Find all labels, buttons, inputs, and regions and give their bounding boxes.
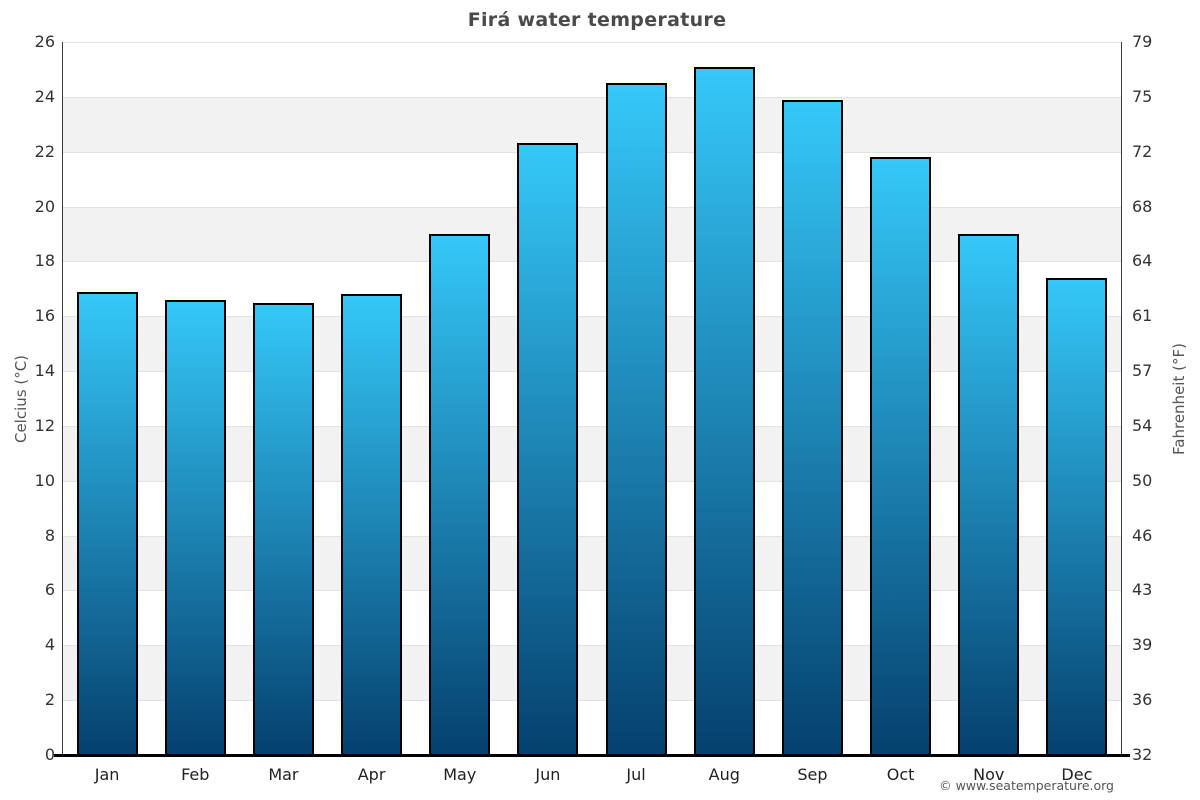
bar-jan — [76, 291, 138, 755]
x-tick-apr: Apr — [357, 765, 386, 784]
bar-may — [429, 233, 491, 755]
plot-band-24-26 — [63, 42, 1121, 97]
bar-oct — [870, 157, 932, 755]
y-tick-celsius-8: 8 — [44, 525, 55, 545]
gridline-20 — [63, 206, 1121, 208]
y-tick-celsius-20: 20 — [34, 196, 55, 216]
y-tick-fahrenheit-43: 43 — [1132, 580, 1153, 600]
plot-band-16-18 — [63, 261, 1121, 317]
y-tick-fahrenheit-39: 39 — [1132, 635, 1153, 655]
x-tick-nov: Nov — [973, 765, 1005, 784]
bar-jul — [605, 83, 667, 755]
y-tick-celsius-4: 4 — [44, 635, 55, 655]
y-tick-celsius-2: 2 — [44, 690, 55, 710]
gridline-6 — [63, 590, 1121, 592]
gridline-24 — [63, 96, 1121, 98]
plot-band-18-20 — [63, 206, 1121, 262]
y-tick-celsius-14: 14 — [34, 361, 55, 381]
x-tick-aug: Aug — [708, 765, 740, 784]
x-tick-jul: Jul — [626, 765, 646, 784]
gridline-14 — [63, 371, 1121, 373]
bar-apr — [341, 294, 403, 755]
plot-band-22-24 — [63, 96, 1121, 152]
chart-title: Firá water temperature — [467, 9, 727, 31]
x-tick-mar: Mar — [268, 765, 299, 784]
plot-band-8-10 — [63, 480, 1121, 536]
plot-band-20-22 — [63, 151, 1121, 207]
y-tick-celsius-12: 12 — [34, 415, 55, 435]
gridline-8 — [63, 535, 1121, 537]
plot-band-6-8 — [63, 535, 1121, 591]
gridline-10 — [63, 480, 1121, 482]
x-tick-sep: Sep — [797, 765, 828, 784]
plot-band-10-12 — [63, 425, 1121, 481]
y-tick-fahrenheit-57: 57 — [1132, 361, 1153, 381]
y-tick-celsius-22: 22 — [34, 141, 55, 161]
y-tick-fahrenheit-72: 72 — [1132, 141, 1153, 161]
plot-band-2-4 — [63, 645, 1121, 701]
y-tick-celsius-24: 24 — [34, 86, 55, 106]
x-tick-dec: Dec — [1061, 765, 1093, 784]
plot-band-14-16 — [63, 316, 1121, 372]
y-tick-fahrenheit-32: 32 — [1132, 745, 1153, 764]
x-tick-jan: Jan — [94, 765, 120, 784]
bar-jun — [517, 143, 579, 755]
y-tick-celsius-0: 0 — [44, 745, 55, 764]
y-tick-fahrenheit-68: 68 — [1132, 196, 1153, 216]
y-tick-fahrenheit-54: 54 — [1132, 415, 1153, 435]
y-tick-fahrenheit-50: 50 — [1132, 470, 1153, 490]
bar-aug — [693, 66, 755, 755]
gridline-26 — [63, 42, 1121, 43]
bar-dec — [1046, 277, 1108, 755]
y-tick-fahrenheit-64: 64 — [1132, 251, 1153, 271]
bar-feb — [164, 299, 226, 755]
x-tick-feb: Feb — [181, 765, 210, 784]
y-tick-celsius-6: 6 — [44, 580, 55, 600]
y-tick-celsius-26: 26 — [34, 32, 55, 51]
y-tick-fahrenheit-79: 79 — [1132, 32, 1153, 51]
bar-sep — [781, 99, 843, 755]
x-tick-oct: Oct — [886, 765, 915, 784]
y-tick-celsius-10: 10 — [34, 470, 55, 490]
gridline-2 — [63, 700, 1121, 702]
bar-nov — [958, 233, 1020, 755]
x-axis-line — [54, 754, 1130, 757]
y-tick-celsius-16: 16 — [34, 306, 55, 326]
y-tick-fahrenheit-75: 75 — [1132, 86, 1153, 106]
gridline-12 — [63, 425, 1121, 427]
gridline-22 — [63, 151, 1121, 153]
y-tick-fahrenheit-36: 36 — [1132, 690, 1153, 710]
y-tick-celsius-18: 18 — [34, 251, 55, 271]
gridline-18 — [63, 261, 1121, 263]
gridline-16 — [63, 316, 1121, 318]
plot-area: 0 2 4 6 8 10 12 14 16 18 20 22 24 26 32 36 39 43 46 50 54 57 6… — [35, 34, 1153, 785]
y-tick-fahrenheit-46: 46 — [1132, 525, 1153, 545]
y-axis-title-fahrenheit: Fahrenheit (°F) — [1170, 343, 1188, 455]
y-tick-fahrenheit-61: 61 — [1132, 306, 1153, 326]
bar-mar — [252, 302, 314, 755]
copyright-text: © www.seatemperature.org — [939, 778, 1114, 793]
plot-band-0-2 — [63, 700, 1121, 755]
plot-band-12-14 — [63, 371, 1121, 426]
x-tick-may: May — [443, 765, 477, 784]
gridline-4 — [63, 645, 1121, 647]
x-tick-jun: Jun — [535, 765, 561, 784]
plot-band-4-6 — [63, 590, 1121, 646]
